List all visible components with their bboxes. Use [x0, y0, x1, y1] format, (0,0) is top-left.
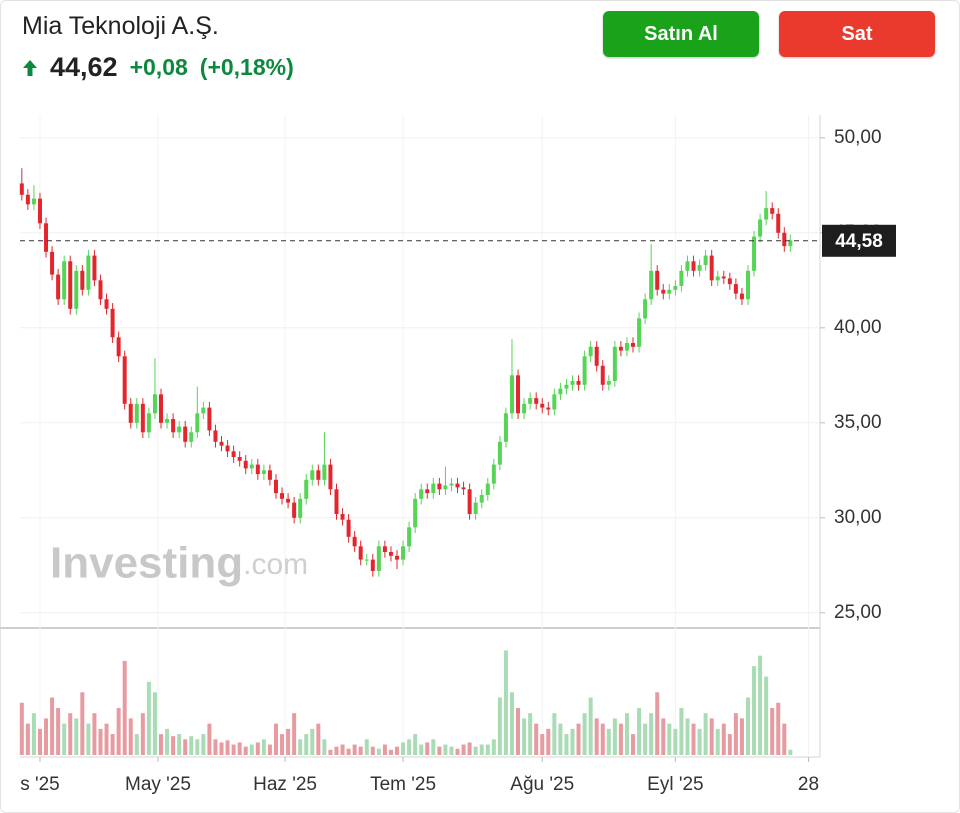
price: 44,62 [50, 52, 118, 82]
buy-button[interactable]: Satın Al [603, 11, 759, 57]
price-row: 44,62 +0,08 (+0,18%) [22, 52, 294, 83]
sell-button[interactable]: Sat [779, 11, 935, 57]
change: +0,08 [129, 54, 188, 80]
instrument-title: Mia Teknoloji A.Ş. [22, 12, 219, 40]
up-arrow [23, 59, 37, 76]
change-percent: (+0,18%) [199, 54, 294, 80]
